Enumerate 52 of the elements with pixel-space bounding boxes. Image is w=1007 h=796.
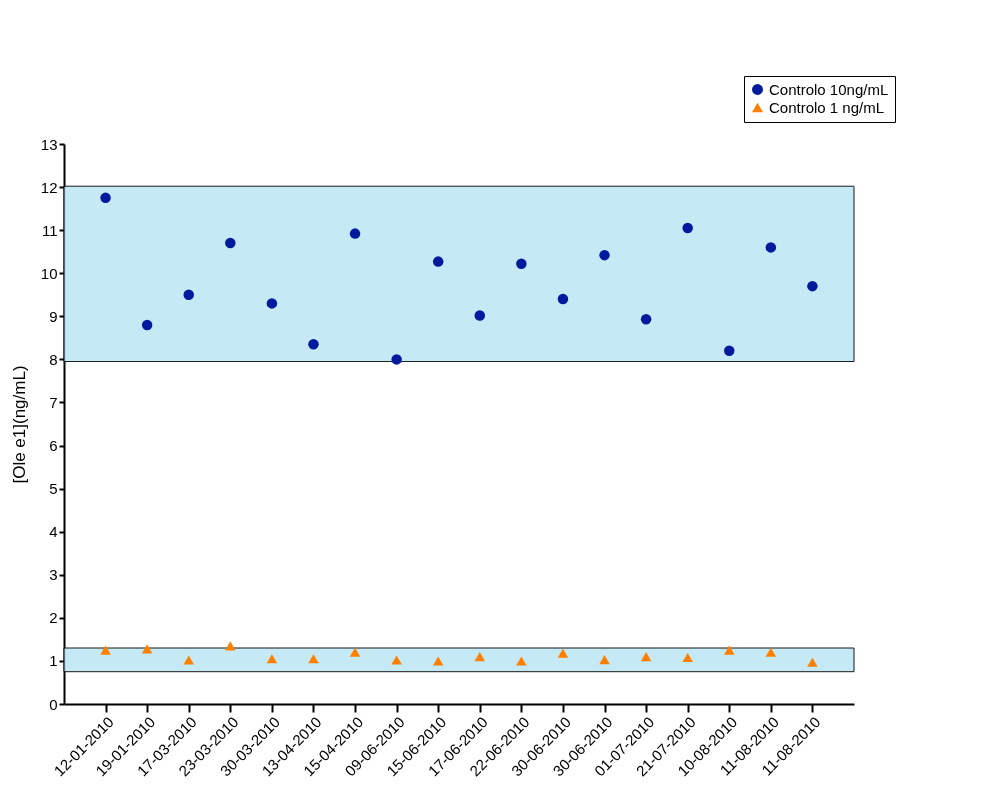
point — [432, 656, 444, 666]
y-tick-label: 5 — [49, 480, 58, 498]
y-tick-label: 1 — [49, 652, 58, 670]
point — [391, 655, 402, 665]
point — [308, 654, 319, 664]
point — [724, 345, 735, 356]
point — [682, 652, 693, 663]
point — [141, 319, 153, 331]
point — [640, 314, 652, 325]
point — [308, 339, 319, 350]
point — [724, 645, 735, 655]
point — [807, 657, 818, 667]
point — [765, 242, 777, 253]
point — [100, 645, 111, 655]
point — [225, 237, 236, 249]
point — [682, 222, 693, 234]
y-axis-title: [Ole e1](ng/mL) — [9, 365, 29, 484]
point — [474, 652, 486, 662]
y-tick-label: 9 — [49, 307, 58, 325]
y-tick-label: 8 — [49, 350, 58, 368]
point — [183, 289, 194, 300]
point — [225, 641, 236, 651]
point — [100, 192, 111, 204]
y-tick-label: 10 — [40, 264, 58, 282]
y-tick-label: 7 — [49, 393, 58, 411]
point — [557, 293, 569, 305]
point — [349, 647, 361, 657]
y-tick-label: 2 — [49, 609, 58, 627]
point — [807, 280, 818, 292]
y-tick-label: 0 — [49, 695, 58, 713]
y-tick-label: 12 — [40, 178, 58, 196]
y-tick-label: 13 — [40, 135, 58, 153]
point — [141, 644, 153, 654]
y-tick-label: 4 — [49, 523, 58, 541]
point — [516, 258, 527, 269]
point — [391, 354, 402, 365]
point — [432, 256, 444, 267]
point — [640, 652, 652, 662]
point — [349, 228, 361, 239]
y-tick-label: 3 — [49, 566, 58, 584]
point — [599, 249, 610, 261]
point — [557, 648, 569, 658]
legend-label: Controlo 10ng/mL — [769, 80, 889, 98]
point — [266, 654, 278, 664]
point — [183, 655, 194, 665]
point — [266, 298, 278, 309]
y-tick-label: 6 — [49, 437, 58, 455]
point — [474, 310, 486, 321]
y-tick-label: 11 — [41, 221, 58, 239]
point — [765, 647, 777, 657]
point — [599, 655, 610, 665]
legend-label: Controlo 1 ng/mL — [769, 98, 885, 116]
